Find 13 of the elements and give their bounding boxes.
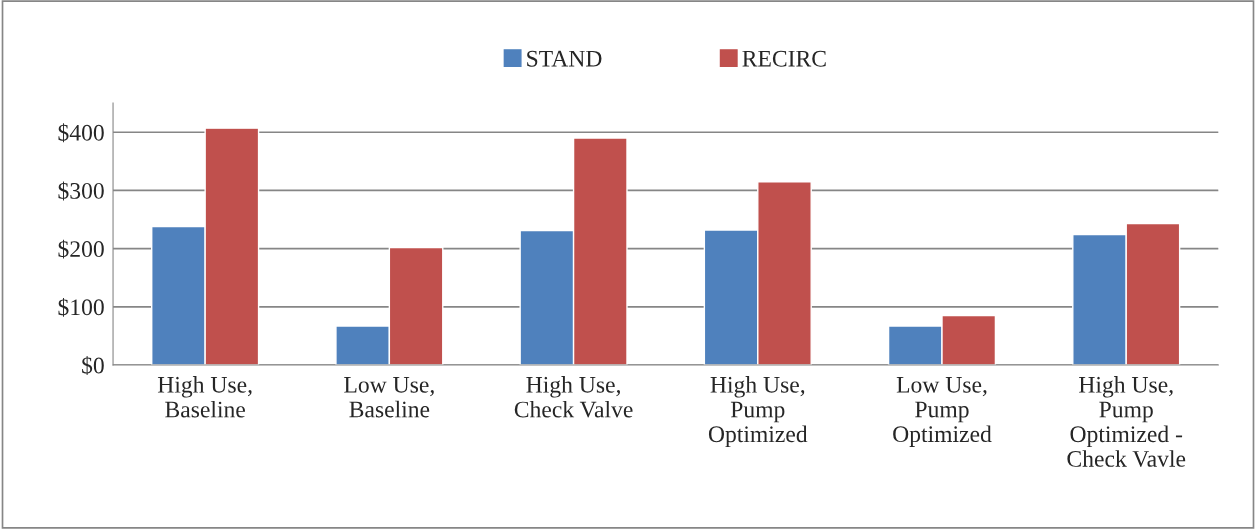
y-tick-label: $100: [58, 297, 104, 317]
y-tick-label: $200: [58, 239, 104, 259]
x-tick-label: High Use, Pump Optimized - Check Vavle: [1067, 376, 1186, 467]
legend-label: RECIRC: [742, 50, 826, 67]
x-tick-label: High Use, Baseline: [157, 376, 252, 418]
y-tick-label: $300: [58, 181, 104, 201]
x-tick-label: Low Use, Baseline: [344, 377, 434, 418]
legend-label: STAND: [527, 50, 602, 67]
x-tick-label: High Use, Check Valve: [514, 376, 633, 418]
x-tick-label: High Use, Pump Optimized: [708, 376, 808, 447]
x-tick-label: Low Use, Pump Optimized: [893, 377, 992, 447]
y-tick-label: $400: [58, 123, 104, 143]
y-tick-label: $0: [82, 356, 104, 375]
